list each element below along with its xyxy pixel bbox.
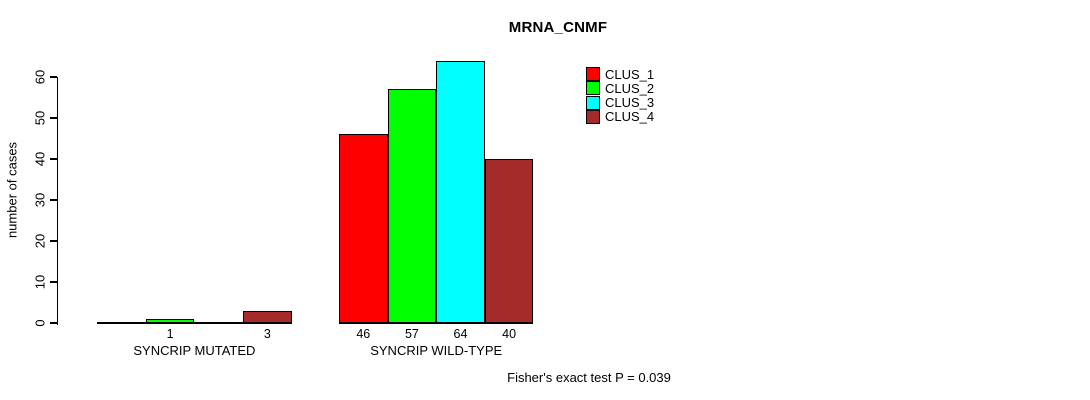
y-tick-label: 10 [32, 274, 48, 290]
legend-label: CLUS_4 [605, 109, 655, 125]
x-category-label: SYNCRIP MUTATED [133, 343, 256, 358]
legend-label: CLUS_1 [605, 66, 655, 82]
y-axis-tick [49, 158, 57, 160]
legend-item-clus_4: CLUS_4 [586, 109, 655, 125]
bar-clus_4 [243, 310, 292, 323]
legend: CLUS_1 CLUS_2 CLUS_3 CLUS_4 [586, 67, 726, 129]
bar-value-label: 3 [263, 327, 271, 341]
bar-clus_2 [387, 89, 437, 323]
x-axis-baseline [339, 322, 534, 324]
bar-value-label: 1 [166, 327, 174, 341]
legend-swatch-clus_4 [586, 109, 600, 124]
bar-clus_3 [436, 60, 485, 323]
x-axis-baseline [97, 322, 292, 324]
y-axis-line [56, 77, 58, 325]
y-axis-tick [49, 322, 57, 324]
y-tick-label: 30 [32, 192, 48, 208]
legend-swatch-clus_2 [586, 81, 600, 96]
legend-label: CLUS_3 [605, 95, 655, 111]
y-axis-tick [49, 76, 57, 78]
bar-value-label: 40 [502, 327, 517, 341]
bar-clus_1 [339, 134, 388, 323]
bar-value-label: 57 [404, 327, 419, 341]
y-axis-tick [49, 117, 57, 119]
y-tick-label: 60 [32, 69, 48, 85]
y-axis-title: number of cases [4, 141, 20, 239]
chart-title: MRNA_CNMF [508, 19, 608, 36]
y-tick-label: 0 [32, 319, 48, 327]
y-tick-label: 40 [32, 151, 48, 167]
y-axis-tick [49, 281, 57, 283]
x-category-label: SYNCRIP WILD-TYPE [370, 343, 503, 358]
legend-item-clus_1: CLUS_1 [586, 66, 655, 82]
y-axis-tick [49, 240, 57, 242]
legend-swatch-clus_3 [586, 95, 600, 110]
y-tick-label: 20 [32, 233, 48, 249]
legend-item-clus_3: CLUS_3 [586, 95, 655, 111]
bar-clus_4 [484, 159, 534, 323]
y-tick-label: 50 [32, 110, 48, 126]
bar-value-label: 64 [453, 327, 468, 341]
stat-annotation: Fisher's exact test P = 0.039 [507, 370, 671, 385]
bar-value-label: 46 [356, 327, 371, 341]
y-axis-tick [49, 199, 57, 201]
legend-item-clus_2: CLUS_2 [586, 80, 655, 96]
legend-swatch-clus_1 [586, 67, 600, 82]
legend-label: CLUS_2 [605, 80, 655, 96]
